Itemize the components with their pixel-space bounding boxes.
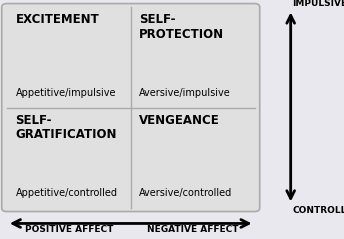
Text: CONTROLLED: CONTROLLED (292, 206, 344, 215)
Text: NEGATIVE AFFECT: NEGATIVE AFFECT (147, 225, 238, 234)
Text: EXCITEMENT: EXCITEMENT (15, 13, 99, 26)
Text: IMPULSIVE: IMPULSIVE (292, 0, 344, 8)
Text: POSITIVE AFFECT: POSITIVE AFFECT (25, 225, 113, 234)
Text: SELF-
PROTECTION: SELF- PROTECTION (139, 13, 224, 41)
FancyBboxPatch shape (2, 4, 260, 212)
Text: Appetitive/controlled: Appetitive/controlled (15, 188, 118, 198)
Text: Aversive/controlled: Aversive/controlled (139, 188, 233, 198)
Text: SELF-
GRATIFICATION: SELF- GRATIFICATION (15, 114, 117, 141)
Text: Aversive/impulsive: Aversive/impulsive (139, 88, 231, 98)
Text: VENGEANCE: VENGEANCE (139, 114, 220, 126)
Text: Appetitive/impulsive: Appetitive/impulsive (15, 88, 116, 98)
